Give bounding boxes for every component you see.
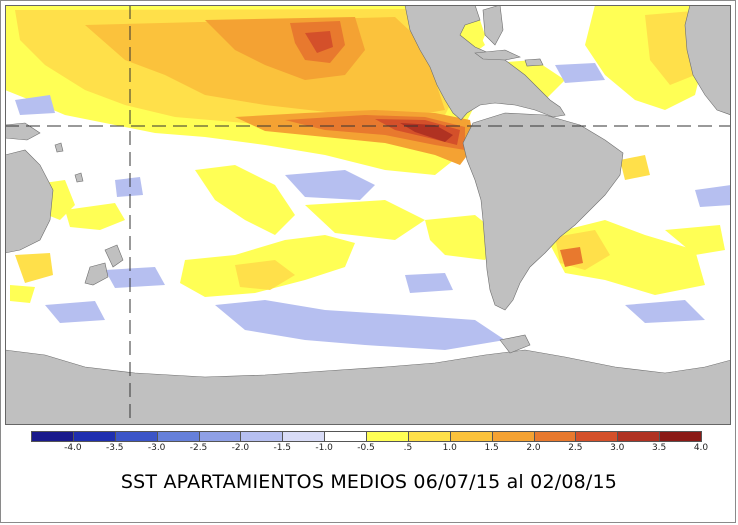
land-hispaniola (524, 58, 544, 67)
anomaly-east-pacific (425, 215, 500, 260)
land-australia (5, 149, 54, 254)
anomaly-cool-7 (625, 300, 705, 323)
legend-swatch (366, 431, 409, 442)
anomaly-cool-1 (15, 95, 55, 115)
land-antarctica (5, 349, 731, 425)
legend-tick-label: -3.0 (147, 443, 166, 453)
legend-swatch (31, 431, 74, 442)
anomaly-atlantic-mid (620, 155, 650, 180)
legend-swatch (114, 431, 158, 442)
anomaly-south-atlantic-core (560, 247, 583, 267)
legend-tick-label: 2.5 (568, 443, 583, 453)
anomaly-tasman-2 (10, 285, 35, 303)
land-north-america (404, 5, 566, 121)
legend-tick-label: -0.5 (357, 443, 375, 453)
anomaly-west-pacific-2 (65, 203, 125, 230)
legend-tick-label: 2.0 (526, 443, 541, 453)
legend-swatch (491, 431, 535, 442)
land-island-2 (74, 172, 84, 183)
legend-tick-label: -2.0 (231, 443, 250, 453)
legend-swatch (72, 431, 116, 442)
map-border (5, 5, 731, 425)
legend-tick-label: 3.0 (610, 443, 625, 453)
legend-tick-label: 1.0 (442, 443, 457, 453)
land-new-zealand-south (84, 262, 109, 286)
legend-tick-label: 1.5 (484, 443, 499, 453)
legend-tick-label: -1.0 (315, 443, 333, 453)
sst-anomaly-map (5, 5, 731, 425)
legend-tick-label: -1.5 (273, 443, 292, 453)
legend-swatch (324, 431, 367, 442)
legend-tick-label: -2.5 (189, 443, 208, 453)
land-cuba (474, 49, 521, 61)
land-south-america (462, 112, 624, 311)
anomaly-cool-10 (115, 177, 143, 197)
legend-swatch (617, 431, 661, 442)
legend-swatch (575, 431, 619, 442)
legend-tick-label: 4.0 (693, 443, 709, 453)
legend-tick-label: .5 (403, 443, 413, 453)
anomaly-cool-8 (695, 185, 731, 207)
anomaly-cool-3 (215, 300, 505, 350)
anomaly-cool-4 (45, 301, 105, 323)
land-africa (684, 5, 731, 116)
anomaly-south-pacific-patch (235, 260, 295, 290)
legend-swatch (240, 431, 284, 442)
legend-swatch (533, 431, 577, 442)
anomaly-cool-2 (285, 170, 375, 200)
anomaly-tasman (15, 253, 53, 283)
legend-swatch (407, 431, 451, 442)
land (5, 5, 731, 425)
land-island-1 (54, 142, 64, 153)
land-new-guinea (5, 122, 41, 141)
anomaly-equatorial-max (400, 123, 453, 142)
anomaly-cool-5 (105, 267, 165, 288)
land-antarctic-peninsula (499, 334, 531, 354)
anomaly-ne-pacific-peak (305, 31, 333, 53)
land-new-zealand-north (104, 244, 124, 268)
legend-swatch (156, 431, 200, 442)
map-caption: SST APARTAMIENTOS MEDIOS 06/07/15 al 02/… (120, 471, 618, 493)
legend-swatch (198, 431, 242, 442)
legend-swatch (449, 431, 493, 442)
color-legend: -4.0 -3.5 -3.0 -2.5 -2.0 -1.5 -1.0 -0.5 .5 1.0 1.5… (31, 431, 708, 461)
legend-swatch (659, 431, 702, 442)
anomaly-central-pacific (305, 200, 425, 240)
anomaly-cool-6 (555, 63, 605, 83)
anomaly-cool-9 (405, 273, 453, 293)
anomaly-south-atlantic-east (665, 225, 725, 255)
legend-swatch (282, 431, 326, 442)
cool-anomalies (15, 63, 731, 350)
legend-tick-label: -4.0 (64, 443, 82, 453)
anomaly-south-pacific-band-2 (195, 165, 295, 235)
legend-tick-label: 3.5 (651, 443, 667, 453)
legend-tick-label: -3.5 (105, 443, 124, 453)
reference-lines (5, 5, 731, 425)
